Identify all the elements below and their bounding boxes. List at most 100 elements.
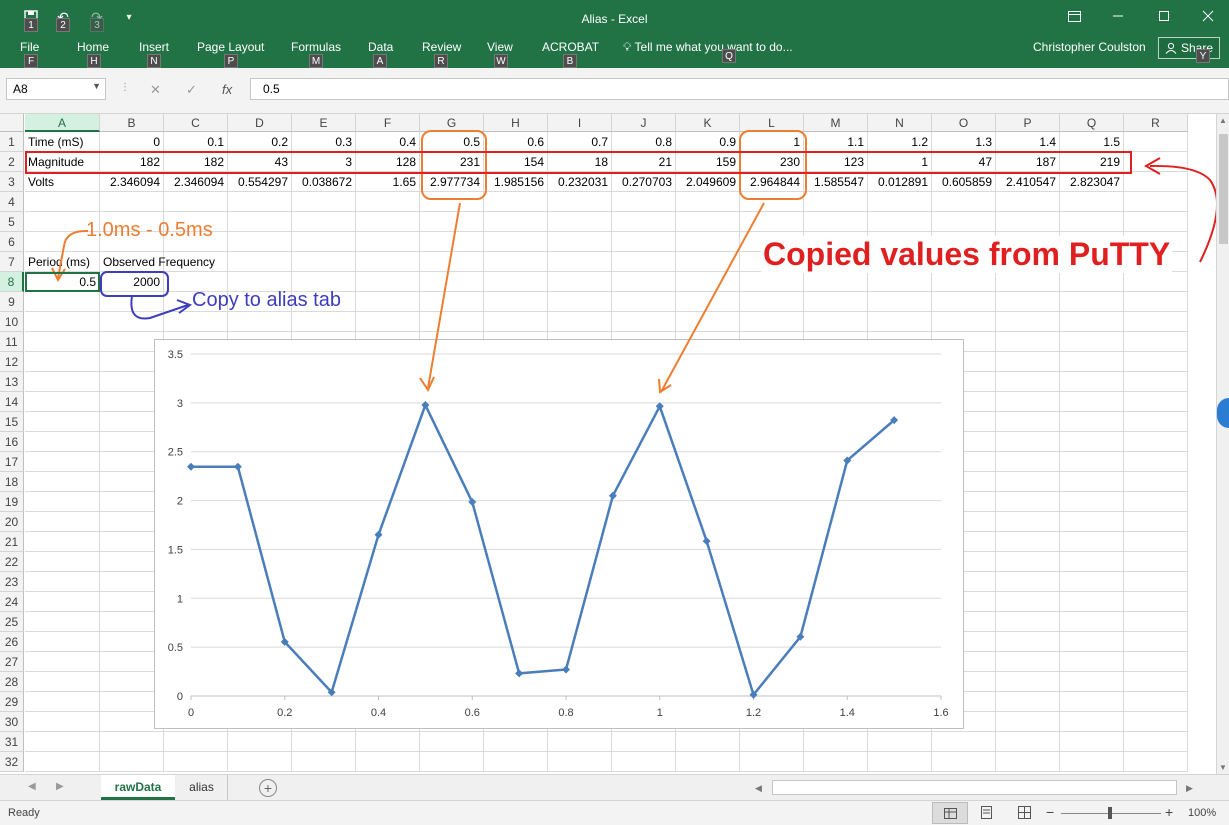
- row-header-28[interactable]: 28: [0, 672, 24, 692]
- cell-r19[interactable]: [1124, 492, 1188, 512]
- cell-o3-value[interactable]: 0.605859: [941, 175, 992, 189]
- cell-a32[interactable]: [25, 752, 100, 772]
- cell-o14[interactable]: [932, 392, 996, 412]
- row-header-24[interactable]: 24: [0, 592, 24, 612]
- cell-n3[interactable]: [868, 172, 932, 192]
- row-header-13[interactable]: 13: [0, 372, 24, 392]
- cell-r2[interactable]: [1124, 152, 1188, 172]
- cell-q3-value[interactable]: 2.823047: [1069, 175, 1120, 189]
- more-options-icon[interactable]: ⋮: [120, 82, 130, 93]
- cell-a30[interactable]: [25, 712, 100, 732]
- cell-p12[interactable]: [996, 352, 1060, 372]
- cell-o25[interactable]: [932, 612, 996, 632]
- cell-r10[interactable]: [1124, 312, 1188, 332]
- cell-r11[interactable]: [1124, 332, 1188, 352]
- cell-b7-frequency-label[interactable]: Observed Frequency: [103, 255, 216, 269]
- cell-q17[interactable]: [1060, 452, 1124, 472]
- cell-d3[interactable]: [228, 172, 292, 192]
- maximize-icon[interactable]: [1142, 4, 1186, 28]
- cell-h31[interactable]: [484, 732, 548, 752]
- cell-l1-value[interactable]: 1: [793, 135, 800, 149]
- cell-g31[interactable]: [420, 732, 484, 752]
- cell-b8-frequency-value[interactable]: 2000: [133, 275, 160, 289]
- cell-j3-value[interactable]: 0.270703: [621, 175, 672, 189]
- tab-data[interactable]: Data: [368, 40, 394, 54]
- cell-o4[interactable]: [932, 192, 996, 212]
- cell-k10[interactable]: [676, 312, 740, 332]
- cell-e3[interactable]: [292, 172, 356, 192]
- tab-review[interactable]: Review: [422, 40, 462, 54]
- cell-o10[interactable]: [932, 312, 996, 332]
- cell-c9[interactable]: [164, 292, 228, 312]
- cell-i7[interactable]: [548, 252, 612, 272]
- cell-a21[interactable]: [25, 532, 100, 552]
- cell-h6[interactable]: [484, 232, 548, 252]
- cell-d2-value[interactable]: 43: [274, 155, 288, 169]
- cell-i31[interactable]: [548, 732, 612, 752]
- sheet-tab-rawdata[interactable]: rawData: [101, 775, 175, 800]
- cell-a14[interactable]: [25, 392, 100, 412]
- cell-f6[interactable]: [356, 232, 420, 252]
- cell-k6[interactable]: [676, 232, 740, 252]
- row-header-1[interactable]: 1: [0, 132, 24, 152]
- column-header-q[interactable]: Q: [1060, 114, 1124, 132]
- cell-l9[interactable]: [740, 292, 804, 312]
- cell-i9[interactable]: [548, 292, 612, 312]
- column-header-h[interactable]: H: [484, 114, 548, 132]
- cell-d7[interactable]: [228, 252, 292, 272]
- zoom-slider-thumb[interactable]: [1108, 807, 1112, 819]
- row-header-25[interactable]: 25: [0, 612, 24, 632]
- cell-a12[interactable]: [25, 352, 100, 372]
- cell-q32[interactable]: [1060, 752, 1124, 772]
- cell-o19[interactable]: [932, 492, 996, 512]
- cell-b31[interactable]: [100, 732, 164, 752]
- cell-q14[interactable]: [1060, 392, 1124, 412]
- cell-a19[interactable]: [25, 492, 100, 512]
- cell-a31[interactable]: [25, 732, 100, 752]
- tab-home[interactable]: Home: [77, 40, 110, 54]
- cell-q16[interactable]: [1060, 432, 1124, 452]
- column-header-d[interactable]: D: [228, 114, 292, 132]
- cell-q2-value[interactable]: 219: [1099, 155, 1120, 169]
- cell-a26[interactable]: [25, 632, 100, 652]
- cell-n4[interactable]: [868, 192, 932, 212]
- cell-e5[interactable]: [292, 212, 356, 232]
- cell-p13[interactable]: [996, 372, 1060, 392]
- cell-c5[interactable]: [164, 212, 228, 232]
- page-layout-view-icon[interactable]: [980, 806, 993, 822]
- cell-q23[interactable]: [1060, 572, 1124, 592]
- column-header-e[interactable]: E: [292, 114, 356, 132]
- cell-q8[interactable]: [1060, 272, 1124, 292]
- cell-k31[interactable]: [676, 732, 740, 752]
- cell-g4[interactable]: [420, 192, 484, 212]
- cell-a10[interactable]: [25, 312, 100, 332]
- column-header-a[interactable]: A: [25, 114, 100, 132]
- cell-p22[interactable]: [996, 552, 1060, 572]
- cell-c4[interactable]: [164, 192, 228, 212]
- tab-file[interactable]: File: [20, 40, 40, 54]
- cell-j6[interactable]: [612, 232, 676, 252]
- column-header-b[interactable]: B: [100, 114, 164, 132]
- cell-a1-label[interactable]: Time (mS): [28, 135, 84, 149]
- cell-f3-value[interactable]: 1.65: [392, 175, 416, 189]
- cell-p14[interactable]: [996, 392, 1060, 412]
- cell-r20[interactable]: [1124, 512, 1188, 532]
- cell-g9[interactable]: [420, 292, 484, 312]
- close-icon[interactable]: [1186, 4, 1229, 28]
- cell-p19[interactable]: [996, 492, 1060, 512]
- undo-icon[interactable]: ↶: [57, 8, 69, 25]
- cell-r8[interactable]: [1124, 272, 1188, 292]
- cell-q11[interactable]: [1060, 332, 1124, 352]
- cell-p28[interactable]: [996, 672, 1060, 692]
- cell-p15[interactable]: [996, 412, 1060, 432]
- cell-l4[interactable]: [740, 192, 804, 212]
- cell-j8[interactable]: [612, 272, 676, 292]
- cell-a20[interactable]: [25, 512, 100, 532]
- redo-icon[interactable]: ↷: [91, 8, 103, 25]
- cell-d4[interactable]: [228, 192, 292, 212]
- cell-p25[interactable]: [996, 612, 1060, 632]
- row-header-7[interactable]: 7: [0, 252, 24, 272]
- cell-q25[interactable]: [1060, 612, 1124, 632]
- column-header-i[interactable]: I: [548, 114, 612, 132]
- cell-a16[interactable]: [25, 432, 100, 452]
